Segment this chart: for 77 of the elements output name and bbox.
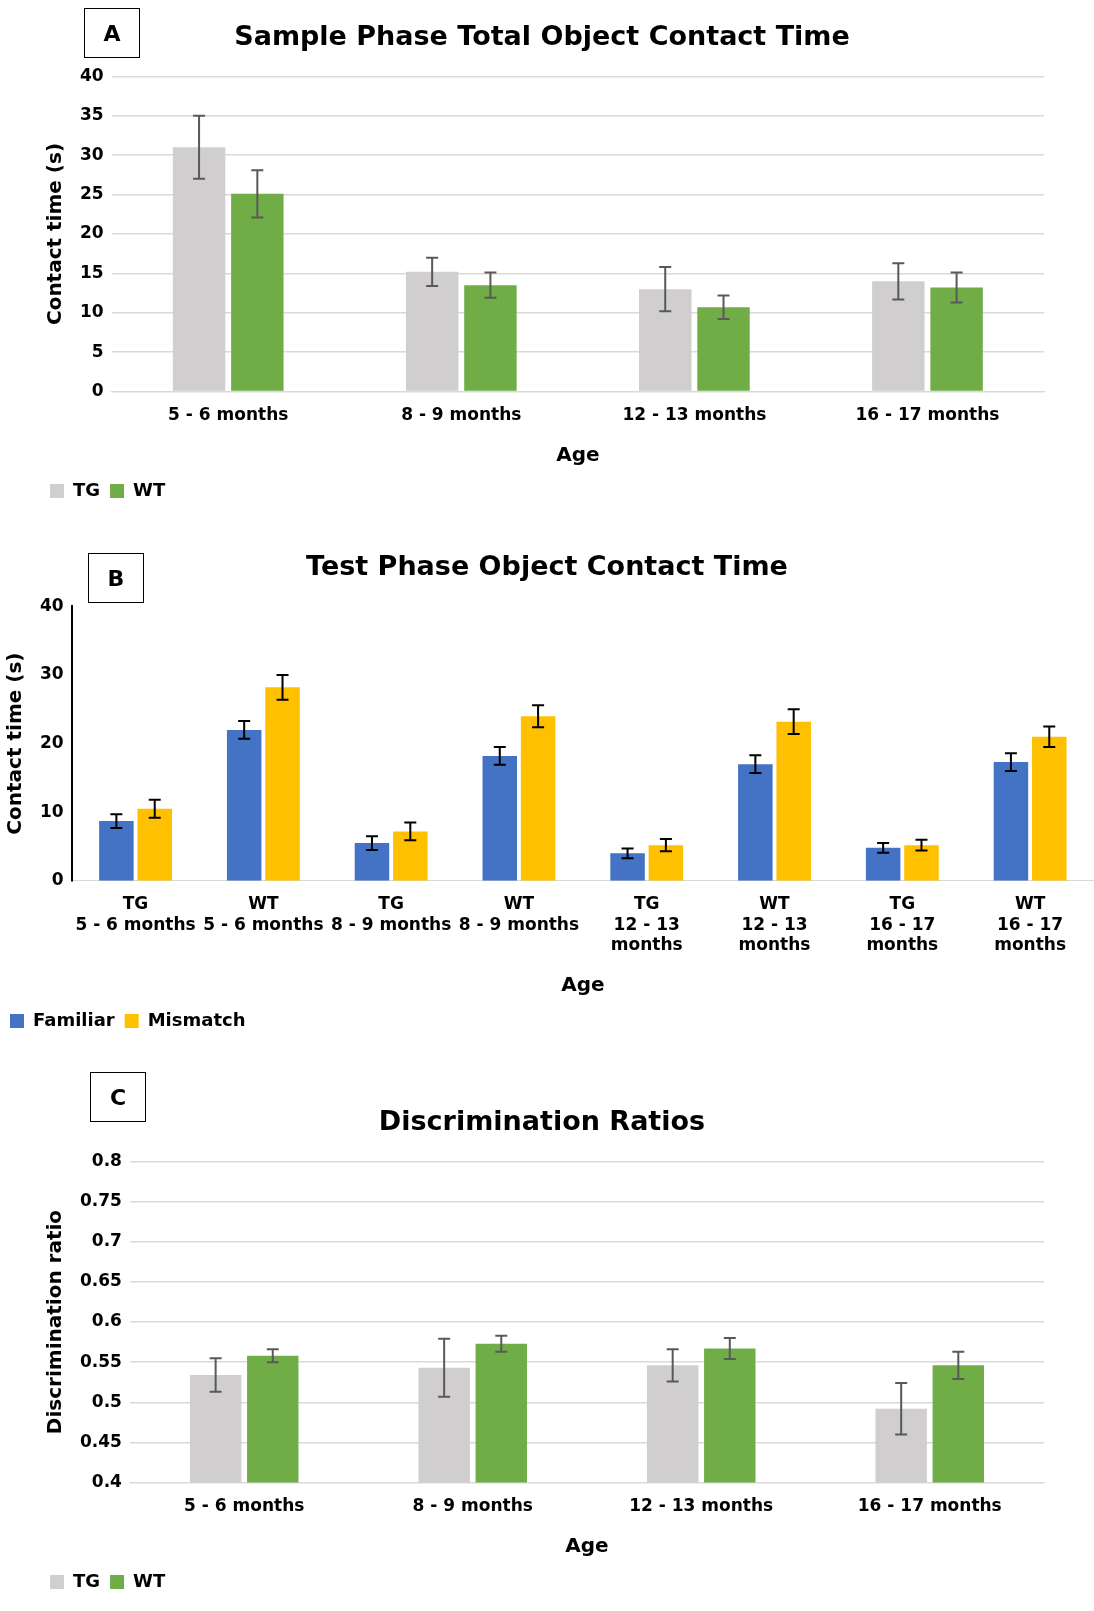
y-tick-label: 0.45 — [79, 1430, 122, 1451]
x-tick-label: 5 - 6 months — [184, 1495, 305, 1516]
x-tick-label: 16 - 17 months — [855, 404, 1000, 425]
x-tick-label: 5 - 6 months — [168, 404, 289, 425]
legend-label: Mismatch — [147, 1008, 246, 1030]
y-tick-label: 0.65 — [79, 1270, 122, 1291]
x-tick-label: TG 8 - 9 months — [330, 893, 452, 934]
y-tick-label: 0 — [51, 869, 64, 890]
y-tick-label: 10 — [39, 800, 64, 821]
y-tick-label: 0.8 — [91, 1149, 122, 1170]
bar — [231, 193, 284, 391]
y-tick-label: 10 — [79, 301, 104, 322]
y-tick-label: 35 — [79, 104, 104, 125]
x-tick-label: 12 - 13 months — [622, 404, 767, 425]
legend-label: WT — [133, 1569, 166, 1591]
x-tick-label: TG 16 - 17 months — [866, 893, 939, 955]
y-tick-label: 0.4 — [91, 1471, 123, 1492]
bar — [1032, 736, 1067, 881]
x-tick-label: 8 - 9 months — [412, 1495, 533, 1516]
y-tick-label: 0 — [91, 380, 104, 401]
bar — [482, 755, 518, 881]
bar — [993, 762, 1029, 881]
y-tick-label: 15 — [79, 261, 104, 282]
x-axis-title: Age — [565, 1533, 609, 1558]
y-tick-label: 0.75 — [79, 1189, 122, 1210]
bar — [697, 307, 750, 391]
legend-label: Familiar — [33, 1008, 115, 1030]
chart-title: Discrimination Ratios — [378, 1105, 706, 1137]
y-axis-title: Contact time (s) — [2, 652, 27, 835]
text: B — [88, 553, 144, 603]
bar — [738, 764, 773, 881]
x-tick-label: WT 16 - 17 months — [994, 893, 1067, 955]
text: A — [84, 8, 140, 58]
x-axis-title: Age — [556, 442, 600, 467]
y-tick-label: 0.5 — [91, 1390, 122, 1411]
x-tick-label: TG 12 - 13 months — [610, 893, 683, 955]
x-tick-label: 16 - 17 months — [857, 1495, 1002, 1516]
y-tick-label: 0.7 — [91, 1230, 122, 1251]
chart-title: Sample Phase Total Object Contact Time — [234, 20, 850, 52]
chart-title: Test Phase Object Contact Time — [306, 550, 788, 582]
x-tick-label: TG 5 - 6 months — [75, 893, 196, 934]
bar — [904, 845, 939, 881]
x-tick-label: 8 - 9 months — [401, 404, 522, 425]
y-tick-label: 0.6 — [91, 1310, 122, 1331]
bar — [610, 853, 645, 881]
x-tick-label: WT 12 - 13 months — [738, 893, 811, 955]
y-tick-label: 25 — [79, 183, 104, 204]
bar — [464, 285, 517, 391]
y-axis-title: Contact time (s) — [42, 142, 67, 326]
text: C — [90, 1072, 146, 1122]
y-tick-label: 0.55 — [79, 1350, 122, 1371]
y-tick-label: 5 — [91, 340, 104, 361]
bar — [776, 721, 811, 881]
bar — [354, 843, 390, 881]
legend-label: WT — [133, 478, 166, 500]
bar — [265, 687, 300, 881]
y-tick-label: 40 — [39, 594, 64, 615]
bar — [393, 831, 428, 881]
legend-label: TG — [73, 1569, 101, 1591]
y-tick-label: 30 — [39, 663, 64, 684]
bar — [99, 821, 134, 881]
x-axis-title: Age — [561, 972, 605, 997]
bar — [520, 716, 556, 881]
bar — [930, 287, 983, 391]
y-tick-label: 40 — [79, 64, 104, 85]
bar — [137, 808, 172, 881]
bar — [648, 845, 684, 881]
y-axis-title: Discrimination ratio — [42, 1209, 67, 1435]
legend-label: TG — [73, 478, 101, 500]
x-tick-label: 12 - 13 months — [629, 1495, 774, 1516]
bar — [226, 729, 262, 881]
y-tick-label: 30 — [79, 143, 104, 164]
y-tick-label: 20 — [79, 222, 104, 243]
bar — [865, 847, 901, 881]
y-tick-label: 20 — [39, 732, 64, 753]
x-tick-label: WT 8 - 9 months — [458, 893, 580, 934]
x-tick-label: WT 5 - 6 months — [203, 893, 324, 934]
